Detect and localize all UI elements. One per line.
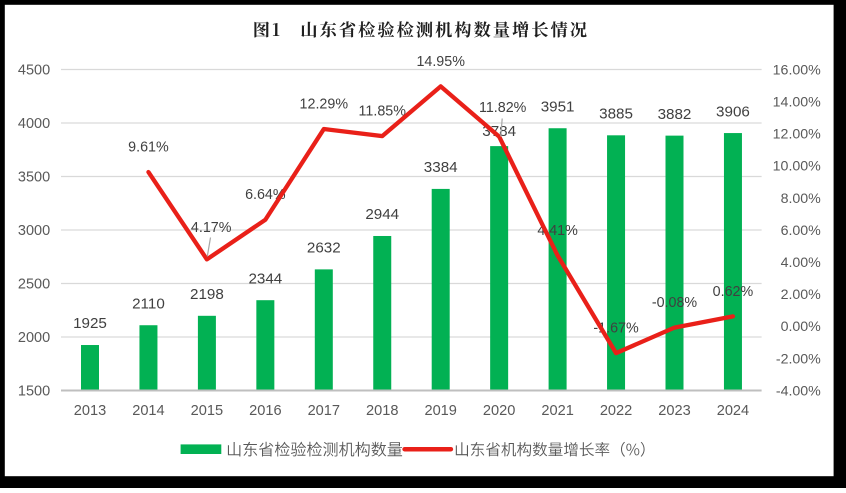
svg-text:2944: 2944 <box>365 206 399 223</box>
svg-text:4000: 4000 <box>18 116 50 132</box>
svg-text:11.82%: 11.82% <box>479 100 527 116</box>
svg-text:4.17%: 4.17% <box>191 220 232 236</box>
svg-text:4500: 4500 <box>18 62 50 78</box>
svg-text:2016: 2016 <box>249 403 281 419</box>
svg-text:3906: 3906 <box>716 103 750 120</box>
svg-text:11.85%: 11.85% <box>359 104 407 120</box>
svg-text:6.00%: 6.00% <box>781 223 822 239</box>
svg-text:14.00%: 14.00% <box>773 95 822 111</box>
svg-text:6.64%: 6.64% <box>245 187 286 203</box>
svg-text:10.00%: 10.00% <box>773 159 822 175</box>
svg-text:9.61%: 9.61% <box>128 139 169 155</box>
svg-text:2022: 2022 <box>600 403 632 419</box>
svg-text:2015: 2015 <box>191 403 223 419</box>
svg-text:4.00%: 4.00% <box>781 255 822 271</box>
svg-text:3384: 3384 <box>424 159 458 176</box>
svg-text:2014: 2014 <box>132 403 164 419</box>
svg-text:8.00%: 8.00% <box>781 191 822 207</box>
svg-text:-0.08%: -0.08% <box>652 295 698 311</box>
svg-text:2018: 2018 <box>366 403 398 419</box>
svg-text:2024: 2024 <box>717 403 749 419</box>
svg-text:2020: 2020 <box>483 403 515 419</box>
svg-text:3885: 3885 <box>599 106 633 123</box>
svg-text:2.00%: 2.00% <box>781 287 822 303</box>
svg-text:2019: 2019 <box>424 403 456 419</box>
svg-text:2198: 2198 <box>190 286 224 303</box>
svg-text:3951: 3951 <box>541 98 575 115</box>
svg-text:14.95%: 14.95% <box>416 54 465 70</box>
svg-text:12.29%: 12.29% <box>300 96 349 112</box>
svg-text:3500: 3500 <box>18 169 50 185</box>
svg-text:1500: 1500 <box>18 383 50 399</box>
svg-text:2632: 2632 <box>307 240 341 257</box>
svg-text:2000: 2000 <box>18 330 50 346</box>
svg-text:3882: 3882 <box>658 106 692 123</box>
svg-text:-4.00%: -4.00% <box>776 383 821 399</box>
svg-text:2023: 2023 <box>658 403 690 419</box>
svg-text:0.62%: 0.62% <box>713 284 754 300</box>
svg-text:2110: 2110 <box>132 295 165 312</box>
svg-text:-2.00%: -2.00% <box>776 351 821 367</box>
svg-text:16.00%: 16.00% <box>773 62 822 78</box>
svg-text:3000: 3000 <box>18 223 50 239</box>
svg-text:2021: 2021 <box>541 403 573 419</box>
svg-text:12.00%: 12.00% <box>773 127 822 143</box>
svg-text:2013: 2013 <box>74 403 106 419</box>
svg-text:2344: 2344 <box>248 270 282 287</box>
svg-text:2017: 2017 <box>308 403 340 419</box>
svg-text:2500: 2500 <box>18 276 50 292</box>
svg-text:0.00%: 0.00% <box>781 319 822 335</box>
svg-text:1925: 1925 <box>73 315 107 332</box>
